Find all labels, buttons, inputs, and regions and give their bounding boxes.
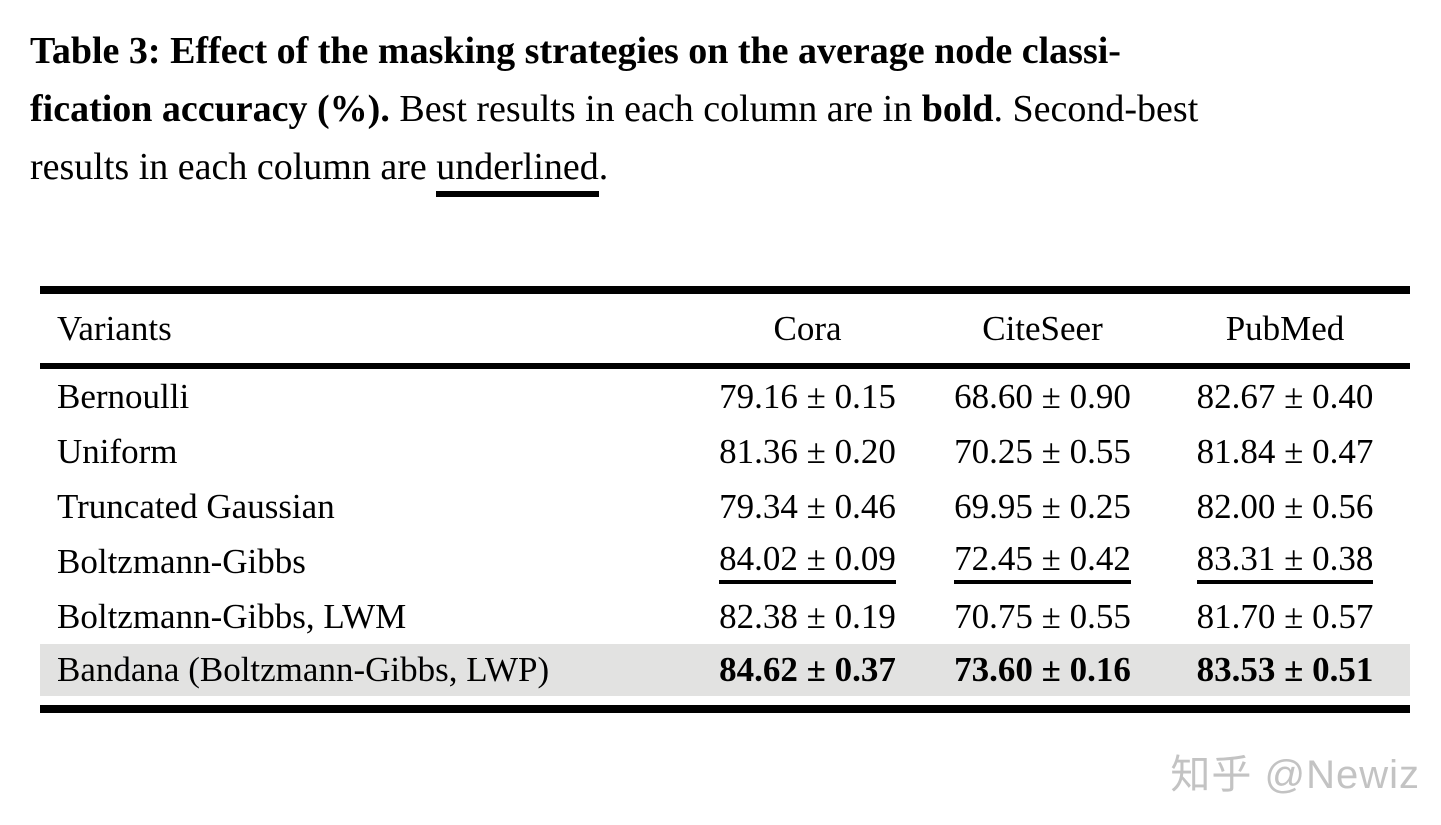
table-row-bandana-highlighted: Bandana (Boltzmann-Gibbs, LWP) 84.62 ± 0… [40,644,1410,696]
bottom-spacer [40,696,1410,705]
cell-variant-label: Uniform [57,431,178,471]
cell-value: 81.84 ± 0.47 [1196,431,1374,471]
cell-value: 73.60 ± 0.16 [954,650,1131,689]
table-row-boltzmann-gibbs: Boltzmann-Gibbs 84.02 ± 0.09 72.45 ± 0.4… [40,534,1410,589]
caption-text: results in each column are [30,146,427,188]
table-row-boltzmann-gibbs-lwm: Boltzmann-Gibbs, LWM 82.38 ± 0.19 70.75 … [40,589,1410,644]
cell-value: 79.34 ± 0.46 [719,486,896,526]
caption-title-line2: fication accuracy (%). [30,88,390,130]
cell-value: 82.38 ± 0.19 [719,596,896,636]
caption-text: . [598,146,609,188]
caption-text: . Second-best [993,88,1199,130]
column-header-citeseer: CiteSeer [982,308,1103,348]
column-header-variants: Variants [57,308,172,348]
column-header-pubmed: PubMed [1225,308,1345,348]
top-rule [40,286,1410,294]
cell-value: 84.62 ± 0.37 [719,650,896,689]
cell-value: 72.45 ± 0.42 [925,539,1160,585]
cell-value: 69.95 ± 0.25 [954,486,1131,526]
table-caption: Table 3: Effect of the masking strategie… [30,22,1198,197]
caption-underlined-word: underlined [436,146,599,197]
underlined-value: 72.45 ± 0.42 [954,540,1131,585]
header-row: Variants Cora CiteSeer PubMed [40,294,1410,363]
cell-value: 82.67 ± 0.40 [1196,376,1374,416]
caption-bold-word: bold [921,88,994,130]
table-row-uniform: Uniform 81.36 ± 0.20 70.25 ± 0.55 81.84 … [40,424,1410,479]
cell-value: 83.53 ± 0.51 [1196,650,1374,689]
results-table: Variants Cora CiteSeer PubMed Bernoulli … [40,286,1410,713]
cell-variant-label: Boltzmann-Gibbs, LWM [57,596,407,636]
cell-value: 68.60 ± 0.90 [954,376,1131,416]
underlined-value: 83.31 ± 0.38 [1196,540,1374,585]
cell-value: 79.16 ± 0.15 [719,376,896,416]
caption-title-line1: Table 3: Effect of the masking strategie… [30,30,1121,72]
watermark: 知乎 @Newiz [1170,753,1420,797]
caption-text: Best results in each column are in [399,88,913,130]
cell-value: 84.02 ± 0.09 [690,539,925,585]
cell-value: 81.70 ± 0.57 [1196,596,1374,636]
bottom-rule [40,705,1410,713]
cell-value: 82.00 ± 0.56 [1196,486,1374,526]
cell-variant-label: Bernoulli [57,376,190,416]
cell-value: 83.31 ± 0.38 [1160,539,1410,585]
cell-variant-label: Truncated Gaussian [57,486,335,526]
table-row-truncated-gaussian: Truncated Gaussian 79.34 ± 0.46 69.95 ± … [40,479,1410,534]
underlined-value: 84.02 ± 0.09 [719,540,896,585]
cell-value: 70.75 ± 0.55 [954,596,1131,636]
table-row-bernoulli: Bernoulli 79.16 ± 0.15 68.60 ± 0.90 82.6… [40,369,1410,424]
cell-variant-label: Bandana (Boltzmann-Gibbs, LWP) [57,650,550,689]
cell-variant-label: Boltzmann-Gibbs [57,541,306,581]
cell-value: 70.25 ± 0.55 [954,431,1131,471]
column-header-cora: Cora [773,308,842,348]
header-rule [40,363,1410,369]
cell-value: 81.36 ± 0.20 [719,431,896,471]
